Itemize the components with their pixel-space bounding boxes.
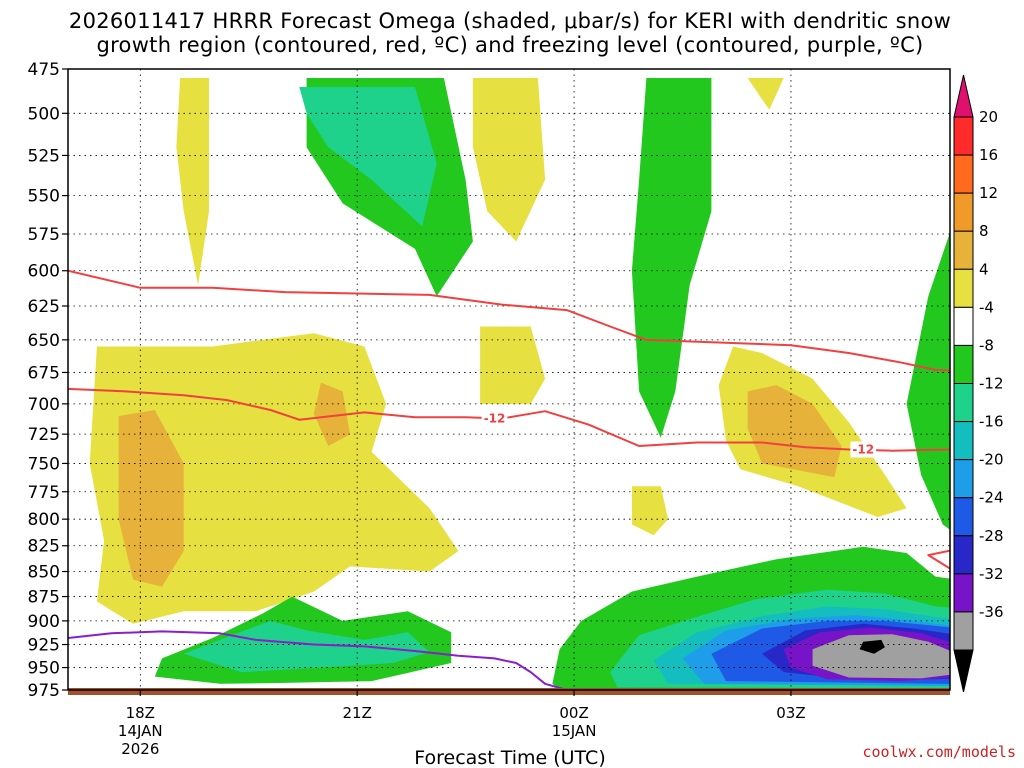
omega-region [1001, 278, 1024, 419]
contour-label-bg [481, 410, 508, 427]
contour-lines: -12 -12 [68, 269, 950, 690]
omega-region [299, 87, 437, 227]
omega-region [631, 78, 712, 438]
y-tick-label: 950 [28, 659, 60, 679]
colorbar-swatch [953, 535, 974, 575]
colorbar-label: -12 [979, 375, 1004, 393]
x-axis-label: Forecast Time (UTC) [414, 747, 605, 768]
omega-region [906, 232, 950, 530]
omega-region [1012, 306, 1024, 404]
colorbar-label: 16 [979, 146, 998, 164]
y-tick-label: 575 [28, 225, 60, 245]
colorbar-swatch [953, 573, 974, 613]
colorbar: 20 16 12 8 4 -4 -8 -12 -16 -20 -24 -28 -32 -36 [953, 74, 1004, 693]
omega-region [472, 78, 546, 242]
colorbar-swatch [953, 192, 974, 232]
contour-label-bg [850, 441, 877, 458]
omega-region [747, 78, 784, 110]
y-tick-label: 875 [28, 588, 60, 608]
y-tick-label: 525 [28, 146, 60, 166]
y-tick-label: 625 [28, 297, 60, 317]
freezing-level-contour [68, 630, 568, 690]
x-tick-label: 03Z [776, 704, 805, 722]
colorbar-swatch [953, 383, 974, 423]
colorbar-swatch [953, 154, 974, 194]
y-tick-label: 675 [28, 363, 60, 383]
y-tick-label: 725 [28, 425, 60, 445]
colorbar-swatch [953, 306, 974, 346]
colorbar-label: -28 [979, 527, 1004, 545]
contour-label: -12 [852, 443, 874, 457]
y-tick-label: 975 [28, 681, 60, 701]
colorbar-label: 8 [979, 222, 989, 240]
y-tick-label: 825 [28, 537, 60, 557]
chart-title-line2: growth region (contoured, red, ºC) and f… [96, 33, 923, 57]
colorbar-label: 20 [979, 108, 998, 126]
y-tick-label: 700 [28, 395, 60, 415]
x-tick-date: 14JAN [118, 722, 163, 740]
omega-region [747, 385, 842, 478]
colorbar-label: -16 [979, 413, 1004, 431]
colorbar-label: -8 [979, 336, 994, 354]
colorbar-swatch [953, 344, 974, 384]
colorbar-label: -32 [979, 565, 1004, 583]
ground-surface-band [68, 688, 950, 695]
omega-region [118, 410, 184, 587]
x-tick-label: 00Z [559, 704, 588, 722]
x-tick-label: 21Z [342, 704, 371, 722]
x-tick-date: 15JAN [552, 722, 597, 740]
y-tick-label: 775 [28, 483, 60, 503]
colorbar-swatch [953, 459, 974, 499]
y-tick-label: 600 [28, 262, 60, 282]
omega-region [631, 486, 668, 536]
x-tick-label: 18Z [126, 704, 155, 722]
chart-title-line1: 2026011417 HRRR Forecast Omega (shaded, … [69, 9, 951, 33]
dgz-contour-upper [68, 269, 950, 372]
colorbar-label: -4 [979, 298, 994, 316]
omega-region [480, 326, 546, 404]
colorbar-swatch [953, 230, 974, 270]
y-tick-label: 900 [28, 612, 60, 632]
colorbar-swatch [953, 497, 974, 537]
y-tick-label: 550 [28, 187, 60, 207]
plot-frame [67, 68, 951, 691]
y-tick-label: 750 [28, 454, 60, 474]
colorbar-swatch [953, 421, 974, 461]
colorbar-swatch [953, 611, 974, 651]
omega-region [990, 230, 1024, 429]
y-axis: 475 500 525 550 575 600 625 650 675 700 725 750 775 8… [28, 60, 68, 701]
omega-region [975, 211, 1024, 446]
colorbar-swatch [953, 116, 974, 156]
colorbar-label: -20 [979, 451, 1004, 469]
grid-lines [68, 69, 950, 690]
x-tick-year: 2026 [121, 740, 159, 758]
omega-region [176, 78, 209, 285]
y-tick-label: 475 [28, 60, 60, 80]
dgz-contour-lower [68, 387, 950, 570]
y-tick-label: 925 [28, 636, 60, 656]
y-tick-label: 800 [28, 510, 60, 530]
colorbar-swatch [953, 268, 974, 308]
colorbar-bottom-arrow [953, 649, 974, 693]
y-tick-label: 500 [28, 104, 60, 124]
omega-region [983, 226, 1024, 434]
omega-region [859, 639, 885, 654]
omega-region [313, 382, 350, 446]
omega-shading [89, 78, 1024, 690]
y-tick-label: 650 [28, 331, 60, 351]
credit-text: coolwx.com/models [862, 743, 1016, 761]
colorbar-top-arrow [953, 74, 974, 118]
colorbar-label: 12 [979, 184, 998, 202]
y-tick-label: 850 [28, 563, 60, 583]
omega-region [183, 620, 430, 673]
colorbar-label: -36 [979, 603, 1004, 621]
colorbar-label: -24 [979, 489, 1004, 507]
colorbar-label: 4 [979, 260, 989, 278]
contour-label: -12 [484, 412, 506, 426]
